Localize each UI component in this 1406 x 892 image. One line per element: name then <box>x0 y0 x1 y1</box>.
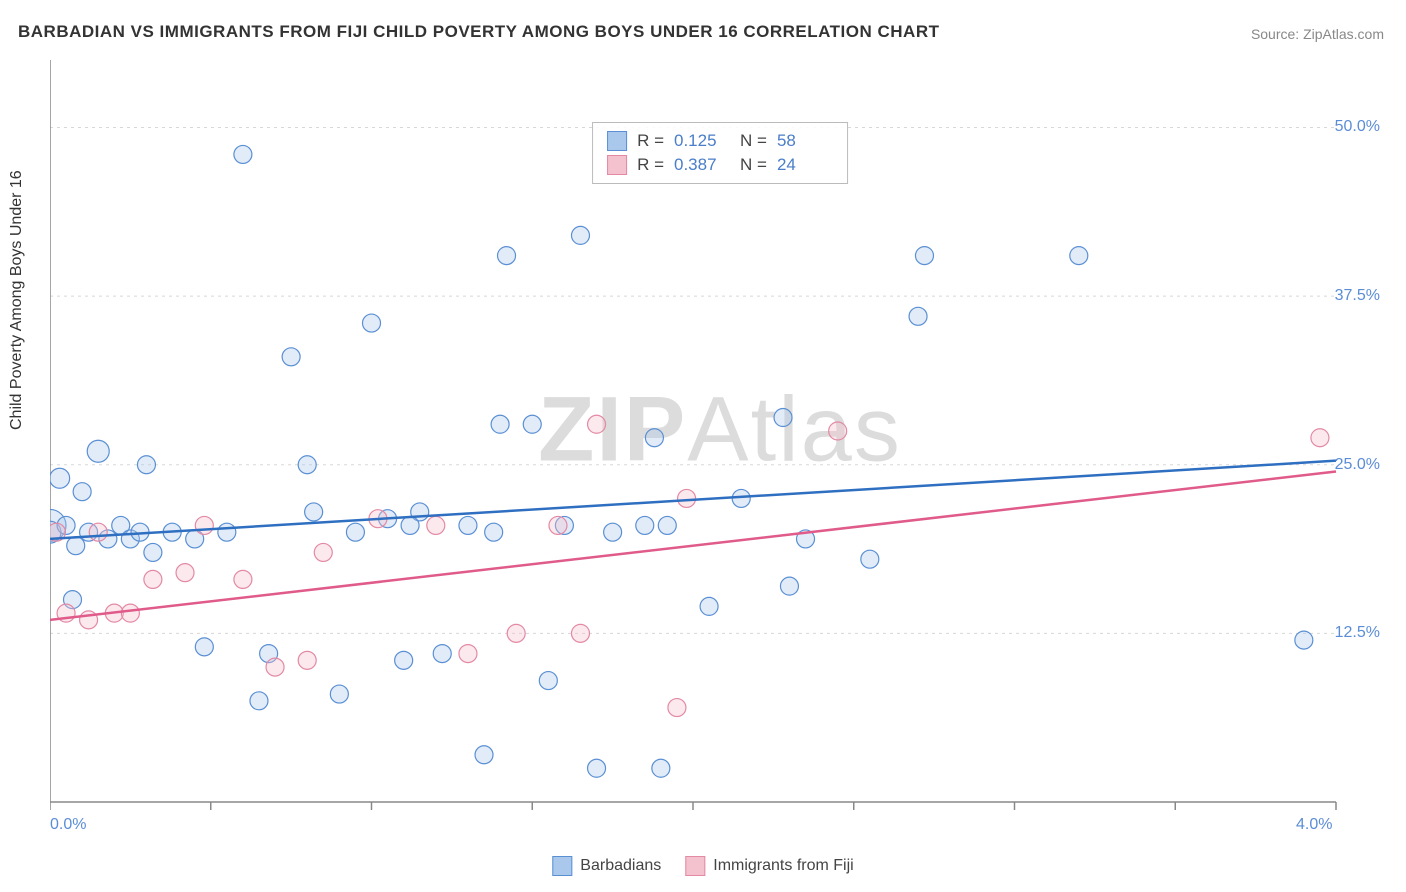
data-point <box>549 516 567 534</box>
stat-n-label: N = <box>740 155 767 175</box>
x-tick-label: 4.0% <box>1296 816 1332 834</box>
data-point <box>87 440 109 462</box>
data-point <box>780 577 798 595</box>
data-point <box>89 523 107 541</box>
data-point <box>507 624 525 642</box>
legend-swatch <box>607 131 627 151</box>
data-point <box>459 645 477 663</box>
data-point <box>1070 247 1088 265</box>
data-point <box>829 422 847 440</box>
data-point <box>498 247 516 265</box>
data-point <box>282 348 300 366</box>
data-point <box>588 759 606 777</box>
y-axis-label: Child Poverty Among Boys Under 16 <box>8 170 26 430</box>
data-point <box>121 604 139 622</box>
data-point <box>539 672 557 690</box>
chart-title: BARBADIAN VS IMMIGRANTS FROM FIJI CHILD … <box>18 22 940 42</box>
legend-item: Barbadians <box>552 856 661 876</box>
data-point <box>314 543 332 561</box>
stats-row: R = 0.387 N = 24 <box>607 153 833 177</box>
data-point <box>604 523 622 541</box>
stat-r-value: 0.125 <box>674 131 730 151</box>
data-point <box>305 503 323 521</box>
data-point <box>861 550 879 568</box>
data-point <box>50 468 70 488</box>
data-point <box>909 307 927 325</box>
data-point <box>571 226 589 244</box>
data-point <box>1295 631 1313 649</box>
data-point <box>298 456 316 474</box>
y-tick-label: 50.0% <box>1335 118 1380 136</box>
stat-n-label: N = <box>740 131 767 151</box>
stat-r-value: 0.387 <box>674 155 730 175</box>
data-point <box>485 523 503 541</box>
y-tick-label: 12.5% <box>1335 624 1380 642</box>
data-point <box>144 570 162 588</box>
data-point <box>266 658 284 676</box>
data-point <box>588 415 606 433</box>
data-point <box>915 247 933 265</box>
data-point <box>700 597 718 615</box>
chart-area: ZIPAtlas R = 0.125 N = 58 R = 0.387 N = … <box>50 60 1390 830</box>
legend-item: Immigrants from Fiji <box>685 856 853 876</box>
stat-n-value: 58 <box>777 131 833 151</box>
y-tick-label: 25.0% <box>1335 456 1380 474</box>
stats-row: R = 0.125 N = 58 <box>607 129 833 153</box>
data-point <box>73 483 91 501</box>
data-point <box>401 516 419 534</box>
data-point <box>433 645 451 663</box>
data-point <box>523 415 541 433</box>
trend-line <box>50 461 1336 539</box>
data-point <box>427 516 445 534</box>
x-tick-label: 0.0% <box>50 816 86 834</box>
data-point <box>475 746 493 764</box>
data-point <box>668 699 686 717</box>
data-point <box>195 638 213 656</box>
data-point <box>491 415 509 433</box>
stat-r-label: R = <box>637 155 664 175</box>
data-point <box>67 537 85 555</box>
data-point <box>144 543 162 561</box>
data-point <box>678 489 696 507</box>
legend-swatch <box>552 856 572 876</box>
bottom-legend: Barbadians Immigrants from Fiji <box>552 856 853 876</box>
data-point <box>330 685 348 703</box>
data-point <box>774 409 792 427</box>
data-point <box>395 651 413 669</box>
data-point <box>645 429 663 447</box>
data-point <box>195 516 213 534</box>
legend-swatch <box>607 155 627 175</box>
data-point <box>234 145 252 163</box>
stat-r-label: R = <box>637 131 664 151</box>
y-tick-label: 37.5% <box>1335 287 1380 305</box>
data-point <box>346 523 364 541</box>
data-point <box>250 692 268 710</box>
data-point <box>218 523 236 541</box>
data-point <box>571 624 589 642</box>
data-point <box>459 516 477 534</box>
legend-label: Immigrants from Fiji <box>713 857 853 875</box>
stats-legend-box: R = 0.125 N = 58 R = 0.387 N = 24 <box>592 122 848 184</box>
stat-n-value: 24 <box>777 155 833 175</box>
source-label: Source: ZipAtlas.com <box>1251 26 1384 42</box>
data-point <box>636 516 654 534</box>
data-point <box>1311 429 1329 447</box>
data-point <box>176 564 194 582</box>
data-point <box>137 456 155 474</box>
data-point <box>658 516 676 534</box>
data-point <box>234 570 252 588</box>
legend-swatch <box>685 856 705 876</box>
data-point <box>363 314 381 332</box>
data-point <box>652 759 670 777</box>
legend-label: Barbadians <box>580 857 661 875</box>
data-point <box>298 651 316 669</box>
